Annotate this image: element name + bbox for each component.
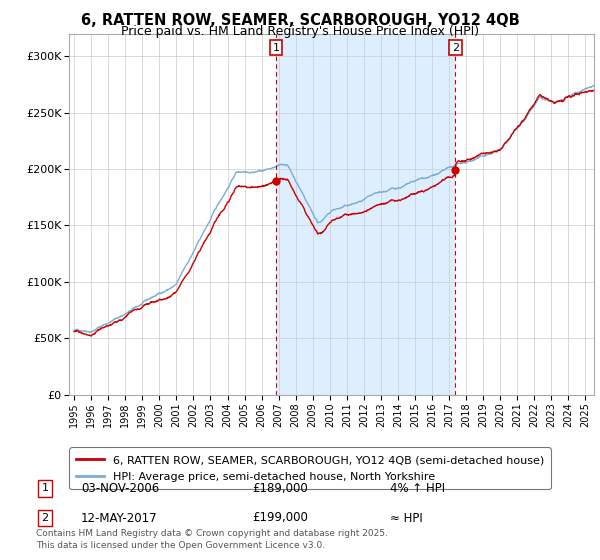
Text: 2: 2 [452, 43, 459, 53]
Text: Price paid vs. HM Land Registry's House Price Index (HPI): Price paid vs. HM Land Registry's House … [121, 25, 479, 38]
Text: £189,000: £189,000 [252, 482, 308, 495]
Text: 2: 2 [41, 513, 49, 523]
Text: 6, RATTEN ROW, SEAMER, SCARBOROUGH, YO12 4QB: 6, RATTEN ROW, SEAMER, SCARBOROUGH, YO12… [80, 13, 520, 28]
Text: 03-NOV-2006: 03-NOV-2006 [81, 482, 159, 495]
Text: 4% ↑ HPI: 4% ↑ HPI [390, 482, 445, 495]
Text: 1: 1 [41, 483, 49, 493]
Legend: 6, RATTEN ROW, SEAMER, SCARBOROUGH, YO12 4QB (semi-detached house), HPI: Average: 6, RATTEN ROW, SEAMER, SCARBOROUGH, YO12… [70, 447, 551, 489]
Text: 12-MAY-2017: 12-MAY-2017 [81, 511, 158, 525]
Text: £199,000: £199,000 [252, 511, 308, 525]
Text: Contains HM Land Registry data © Crown copyright and database right 2025.
This d: Contains HM Land Registry data © Crown c… [36, 529, 388, 550]
Text: ≈ HPI: ≈ HPI [390, 511, 423, 525]
Bar [276, 34, 455, 395]
Text: 1: 1 [272, 43, 280, 53]
